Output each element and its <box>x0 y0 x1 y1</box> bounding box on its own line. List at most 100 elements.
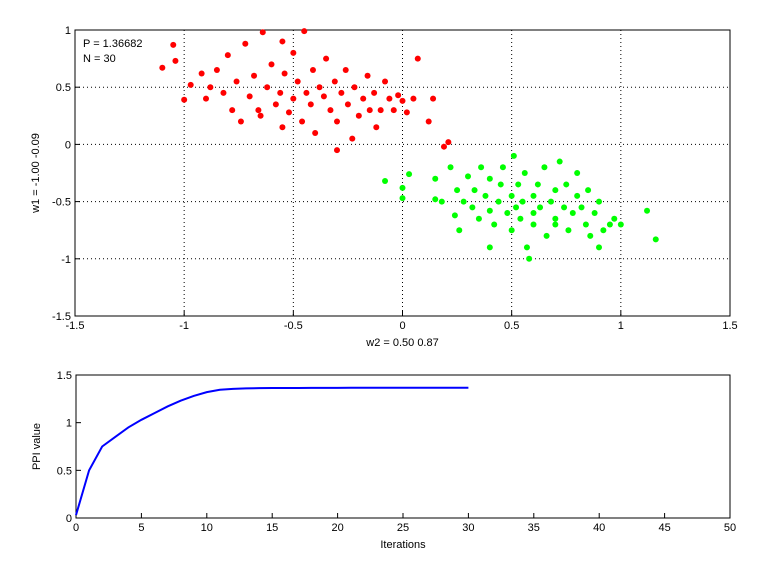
point <box>257 112 264 119</box>
point <box>569 210 576 217</box>
point <box>552 187 559 194</box>
point <box>281 70 288 77</box>
plot-area <box>76 375 730 518</box>
point <box>499 164 506 171</box>
x-tick-label: -1.5 <box>66 320 85 332</box>
x-tick-label: 25 <box>397 522 409 534</box>
point <box>565 227 572 234</box>
point <box>299 118 306 125</box>
point <box>371 89 378 96</box>
point <box>478 164 485 171</box>
x-tick-label: 20 <box>331 522 343 534</box>
x-axis-label: w2 = 0.50 0.87 <box>365 337 438 349</box>
point <box>386 95 393 102</box>
point <box>290 95 297 102</box>
x-tick-label: -0.5 <box>284 320 303 332</box>
y-tick-label: -1.5 <box>52 311 71 323</box>
point <box>414 55 421 62</box>
point <box>537 204 544 211</box>
point <box>644 207 651 214</box>
point <box>181 96 188 103</box>
point <box>224 52 231 59</box>
x-axis-label: Iterations <box>380 539 426 551</box>
x-tick-label: 0.5 <box>504 320 519 332</box>
point <box>390 107 397 114</box>
point <box>530 210 537 217</box>
point <box>251 72 258 79</box>
point <box>606 221 613 228</box>
point <box>342 67 349 74</box>
point <box>172 57 179 64</box>
point <box>334 147 340 154</box>
point <box>578 204 585 211</box>
point <box>432 196 439 203</box>
point <box>279 38 286 45</box>
axes-box <box>74 29 731 317</box>
x-tick-label: 15 <box>266 522 278 534</box>
point <box>279 124 286 131</box>
x-tick-label: -1 <box>179 320 189 332</box>
point <box>454 187 461 194</box>
point <box>259 29 266 36</box>
point <box>561 204 568 211</box>
y-tick-label: 0 <box>65 139 71 151</box>
point <box>303 89 310 96</box>
point <box>617 221 624 228</box>
point <box>349 135 356 142</box>
point <box>523 244 530 251</box>
point <box>264 84 271 91</box>
y-tick-label: 0.5 <box>57 465 72 477</box>
point <box>406 171 413 178</box>
point <box>344 101 351 108</box>
point <box>547 198 554 205</box>
point <box>482 192 489 199</box>
y-axis-label: w1 = -1.00 -0.09 <box>30 133 42 214</box>
x-tick-label: 0 <box>399 320 405 332</box>
point <box>351 84 358 91</box>
point <box>382 178 389 185</box>
point <box>220 89 227 96</box>
point <box>294 78 301 85</box>
point <box>364 72 371 79</box>
point <box>486 244 493 251</box>
point <box>233 78 240 85</box>
point <box>510 152 517 159</box>
point <box>285 109 292 116</box>
point <box>534 181 541 188</box>
point <box>360 95 367 102</box>
x-tick-label: 40 <box>593 522 605 534</box>
point <box>338 89 345 96</box>
point <box>508 227 515 234</box>
point <box>242 40 249 47</box>
point <box>451 212 458 219</box>
point <box>486 207 493 214</box>
point <box>513 204 520 211</box>
x-tick-label: 0 <box>73 522 79 534</box>
point <box>495 198 502 205</box>
point <box>552 215 559 222</box>
x-tick-label: 1.5 <box>722 320 737 332</box>
point <box>596 244 602 251</box>
y-tick-label: -0.5 <box>52 197 71 209</box>
x-tick-label: 1 <box>618 320 624 332</box>
point <box>508 192 515 199</box>
point <box>425 118 432 125</box>
point <box>574 170 581 176</box>
y-tick-label: 1 <box>65 25 71 37</box>
x-tick-label: 30 <box>462 522 474 534</box>
point <box>582 221 589 228</box>
point <box>229 107 236 114</box>
point <box>207 84 214 91</box>
point <box>574 192 581 199</box>
x-tick-label: 35 <box>528 522 540 534</box>
point <box>438 198 445 205</box>
point <box>331 78 338 85</box>
y-tick-label: -1 <box>61 254 71 266</box>
point <box>600 227 607 234</box>
point <box>530 192 537 199</box>
point <box>382 78 389 85</box>
point <box>373 124 380 131</box>
point <box>307 101 314 108</box>
point <box>521 170 528 176</box>
point <box>430 95 437 102</box>
